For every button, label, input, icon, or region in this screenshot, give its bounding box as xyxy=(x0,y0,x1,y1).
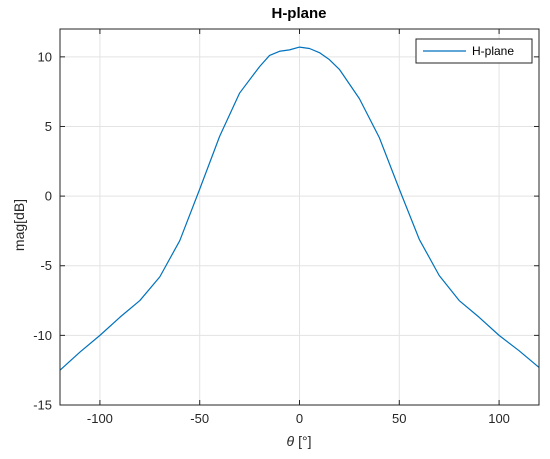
y-tick-label: -10 xyxy=(33,328,52,343)
x-axis-label-unit: [°] xyxy=(298,433,311,449)
y-tick-label: 5 xyxy=(45,119,52,134)
y-tick-label: 0 xyxy=(45,189,52,204)
series-line xyxy=(59,46,540,371)
x-tick-labels: -100 -50 0 50 100 xyxy=(87,411,510,426)
series-layer xyxy=(59,46,540,371)
tick-marks xyxy=(60,29,539,406)
y-axis-label: mag[dB] xyxy=(11,199,27,251)
legend: H-plane xyxy=(415,38,533,64)
x-axis-label-symbol: θ xyxy=(287,433,295,449)
x-tick-label: -50 xyxy=(190,411,209,426)
y-tick-labels: -15 -10 -5 0 5 10 xyxy=(33,49,52,412)
x-tick-label: 100 xyxy=(488,411,510,426)
x-tick-label: 0 xyxy=(296,411,303,426)
y-tick-label: -5 xyxy=(40,258,52,273)
x-tick-label: 50 xyxy=(392,411,406,426)
y-tick-label: -15 xyxy=(33,398,52,413)
chart-title: H-plane xyxy=(271,5,326,22)
legend-label: H-plane xyxy=(472,44,514,58)
x-axis-label: θ [°] xyxy=(287,433,312,449)
x-tick-label: -100 xyxy=(87,411,113,426)
y-tick-label: 10 xyxy=(38,49,52,64)
